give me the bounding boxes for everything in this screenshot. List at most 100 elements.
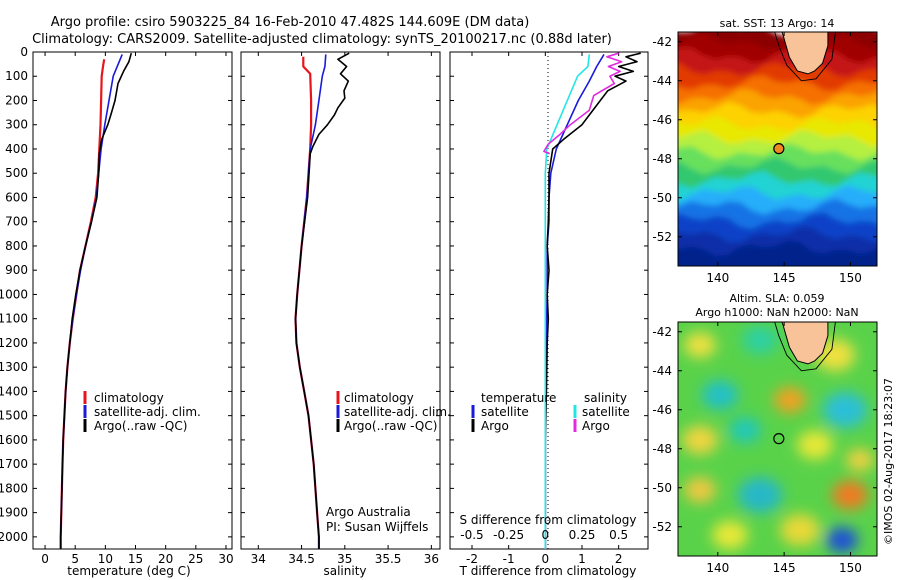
legend-header-salinity: salinity [584,391,627,405]
x-tick-label: 25 [188,552,203,566]
y-tick-label: 700 [5,215,28,229]
sla-anomaly [729,417,761,443]
s-tick-label: 0.25 [569,528,596,542]
y-tick-label: 1800 [0,481,28,495]
y-tick-label: 1100 [0,312,28,326]
y-tick-label: 1400 [0,384,28,398]
sst-map-panel: sat. SST: 13 Argo: 14 140 145 150 -42 -44 -46… [652,17,878,285]
legend-s-argo-label: Argo [582,419,610,433]
temperature-legend: climatology satellite-adj. clim. Argo(..… [83,391,201,433]
x-tick-label: 34.5 [288,552,315,566]
lon-tick-label: 150 [839,561,862,575]
sla-map-subtitle: Argo h1000: NaN h2000: NaN [695,306,858,319]
lat-tick-label: -52 [652,520,672,534]
lon-tick-label: 150 [839,271,862,285]
legend-header-temperature: temperature [481,391,556,405]
sla-anomaly [684,477,716,503]
y-tick-label: 1000 [0,287,28,301]
sst-map-frame [677,31,878,267]
x-tick-label: 34 [251,552,266,566]
annotation-argo-australia: Argo Australia [326,505,411,519]
x-tick-label: 1 [578,552,586,566]
sst-field [678,32,877,266]
x-tick-label: 2 [615,552,623,566]
sla-anomaly [826,527,858,553]
series-line-argo-raw-qc- [59,52,133,549]
salinity-profile-panel: 34 34.5 35 35.5 36 climatology satellite-adj… [240,51,451,578]
y-tick-label: 1600 [0,433,28,447]
tasmania-land [781,32,829,75]
legend-satellite-label: satellite-adj. clim. [94,405,201,419]
salinity-x-label: salinity [323,564,366,578]
tasmania-land [781,322,829,365]
s-tick-label: 0 [542,528,550,542]
argo-float-marker [773,433,785,445]
y-tick-label: 1300 [0,360,28,374]
x-tick-label: 15 [128,552,143,566]
series-line-temperature-argo [544,52,641,549]
lat-tick-label: -50 [652,191,672,205]
sla-map-frame [677,321,878,557]
sla-field [682,325,874,553]
bathymetry-contour [774,322,836,372]
lat-tick-label: -50 [652,481,672,495]
series-line-temperature-satellite [544,53,605,549]
y-tick-label: 1700 [0,457,28,471]
sla-anomaly [832,480,868,510]
sla-anomaly [684,332,716,358]
series-line-argo-raw-qc- [294,52,350,549]
t-difference-x-label: T difference from climatology [459,564,637,578]
sla-map-panel: Altim. SLA: 0.059 Argo h1000: NaN h2000:… [652,292,878,575]
x-tick-label: 35.5 [375,552,402,566]
s-tick-label: -0.5 [460,528,483,542]
sst-map-title: sat. SST: 13 Argo: 14 [720,17,835,30]
y-tick-label: 1200 [0,336,28,350]
lon-tick-label: 145 [773,271,796,285]
x-tick-label: 20 [158,552,173,566]
lat-tick-label: -48 [652,442,672,456]
legend-s-satellite-label: satellite [582,405,630,419]
legend-argo-label: Argo(..raw -QC) [94,419,187,433]
s-difference-label: S difference from climatology [460,513,637,527]
y-tick-label: 2000 [0,530,28,544]
lat-tick-label: -52 [652,230,672,244]
y-tick-label: 200 [5,93,28,107]
x-tick-label: 0 [41,552,49,566]
lat-tick-label: -44 [652,364,672,378]
s-tick-label: -0.25 [493,528,524,542]
legend-satellite-label: satellite-adj. clim. [344,405,451,419]
figure-title-line1: Argo profile: csiro 5903225_84 16-Feb-20… [51,15,530,30]
lat-tick-label: -46 [652,113,672,127]
y-tick-label: 800 [5,239,28,253]
salinity-legend: climatology satellite-adj. clim. Argo(..… [336,391,451,433]
lat-tick-label: -48 [652,152,672,166]
y-tick-label: 1900 [0,506,28,520]
y-tick-label: 0 [20,45,28,59]
y-tick-label: 500 [5,166,28,180]
temperature-x-label: temperature (deg C) [67,564,190,578]
legend-climatology-label: climatology [344,391,414,405]
difference-legend: temperature salinity satellite Argo sate… [471,391,630,433]
lat-tick-label: -42 [652,325,672,339]
sla-anomaly [846,448,874,472]
difference-axes-box [449,51,649,550]
temperature-profile-panel: 0100200300400500600700800900100011001200… [0,45,234,578]
y-tick-label: 100 [5,69,28,83]
temperature-axes-box [32,51,233,550]
y-tick-label: 400 [5,142,28,156]
sla-anomaly [738,477,782,513]
sla-anomaly [823,392,867,428]
argo-float-marker [773,143,785,155]
sla-anomaly [702,380,738,410]
imos-timestamp: ©IMOS 02-Aug-2017 18:23:07 [882,378,895,545]
lat-tick-label: -44 [652,74,672,88]
x-tick-label: -1 [503,552,515,566]
lat-tick-label: -46 [652,403,672,417]
sla-map-title: Altim. SLA: 0.059 [729,292,824,305]
lat-tick-label: -42 [652,35,672,49]
sst-band [678,226,877,259]
y-tick-label: 1500 [0,409,28,423]
sla-anomaly [780,514,820,546]
annotation-pi: PI: Susan Wijffels [326,520,428,534]
sst-band [678,240,877,266]
